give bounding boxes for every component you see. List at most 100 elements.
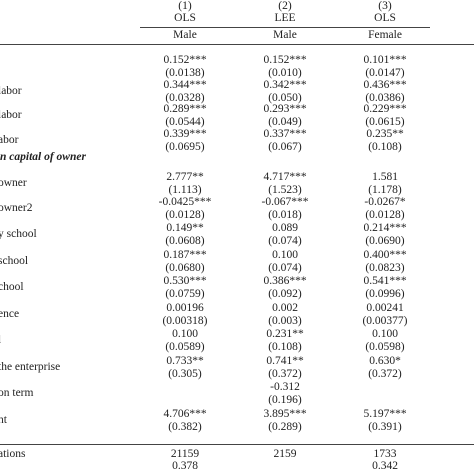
coefficient: 0.100 (272, 248, 298, 261)
footer-value: 1733 (373, 448, 397, 460)
coefficient: 0.530*** (163, 275, 207, 287)
standard-error: (1.178) (368, 184, 402, 196)
row-label: labor (0, 84, 22, 97)
standard-error: (0.0759) (165, 288, 205, 300)
rule (0, 44, 474, 45)
standard-error: (1.113) (168, 184, 202, 196)
standard-error: (0.0138) (165, 67, 205, 79)
coefficient: 0.100 (372, 328, 398, 340)
row-label: school (0, 254, 29, 267)
coefficient: 0.149** (166, 222, 204, 234)
row-label: l (0, 334, 1, 346)
column-sample: Male (273, 29, 297, 41)
row-label: owner (0, 177, 27, 189)
footer-value: 2159 (273, 448, 297, 460)
standard-error: (0.0615) (365, 116, 405, 128)
standard-error: (0.0328) (165, 91, 205, 104)
coefficient: 0.400*** (363, 248, 407, 261)
standard-error: (0.391) (368, 420, 402, 433)
standard-error: (0.0386) (365, 91, 405, 104)
coefficient: 0.235** (366, 127, 404, 140)
standard-error: (0.049) (268, 116, 302, 128)
standard-error: (0.0128) (165, 208, 205, 221)
standard-error: (0.108) (368, 140, 402, 153)
coefficient: -0.0267* (364, 195, 406, 208)
standard-error: (0.0147) (365, 67, 405, 79)
coefficient: 0.152*** (163, 54, 207, 66)
footer-value: 21159 (170, 448, 200, 460)
standard-error: (0.00377) (362, 314, 408, 327)
coefficient: 0.630* (369, 354, 401, 367)
coefficient: 0.002 (272, 301, 298, 314)
coefficient: 0.187*** (163, 248, 207, 261)
coefficient: 0.100 (172, 328, 198, 340)
coefficient: -0.0425*** (158, 195, 212, 208)
coefficient: 4.717*** (263, 171, 307, 183)
standard-error: (0.382) (168, 420, 202, 433)
column-number: (2) (278, 0, 292, 12)
standard-error: (0.018) (268, 208, 302, 221)
coefficient: 5.197*** (363, 407, 407, 420)
column-number: (3) (378, 0, 392, 12)
column-sample: Male (173, 29, 197, 41)
standard-error: (0.0544) (165, 116, 205, 128)
standard-error: (0.0690) (365, 235, 405, 247)
coefficient: 1.581 (372, 171, 398, 183)
standard-error: (0.372) (268, 367, 302, 380)
row-label: nt (0, 413, 7, 426)
standard-error: (0.108) (268, 341, 302, 353)
coefficient: -0.067*** (261, 195, 309, 208)
coefficient: 0.337*** (263, 127, 307, 140)
coefficient: 0.541*** (363, 275, 407, 287)
standard-error: (0.0598) (365, 341, 405, 353)
coefficient: 0.741** (266, 354, 304, 367)
coefficient: 2.777** (166, 171, 204, 183)
coefficient: 0.339*** (163, 127, 207, 140)
standard-error: (0.0823) (365, 261, 405, 274)
rule (0, 444, 474, 445)
standard-error: (0.074) (268, 261, 302, 274)
standard-error: (0.003) (268, 314, 302, 327)
standard-error: (1.523) (268, 184, 302, 196)
standard-error: (0.010) (268, 67, 302, 79)
coefficient: 4.706*** (163, 407, 207, 420)
standard-error: (0.0608) (165, 235, 205, 247)
row-label: y school (0, 228, 37, 240)
coefficient: 0.342*** (263, 78, 307, 91)
coefficient: 0.101*** (363, 54, 407, 66)
column-number: (1) (178, 0, 192, 12)
coefficient: 0.344*** (163, 78, 207, 91)
standard-error: (0.067) (268, 140, 302, 153)
coefficient: 0.00241 (366, 301, 404, 314)
rule (140, 27, 430, 28)
standard-error: (0.289) (268, 420, 302, 433)
row-label: the enterprise (0, 360, 61, 373)
coefficient: 3.895*** (263, 407, 307, 420)
row-label: owner2 (0, 201, 33, 214)
standard-error: (0.050) (268, 91, 302, 104)
footer-value: 0.342 (372, 460, 398, 472)
coefficient: 0.214*** (363, 222, 407, 234)
row-label: chool (0, 281, 24, 293)
coefficient: 0.231** (266, 328, 304, 340)
standard-error: (0.092) (268, 288, 302, 300)
column-method: LEE (274, 12, 296, 24)
footer-label: ations (0, 448, 26, 460)
section-label: n capital of owner (0, 151, 86, 163)
standard-error: (0.00318) (162, 314, 208, 327)
column-method: OLS (174, 12, 196, 24)
footer-value: 0.378 (172, 460, 198, 472)
coefficient: 0.089 (272, 222, 298, 234)
standard-error: (0.372) (368, 367, 402, 380)
column-method: OLS (374, 12, 396, 24)
standard-error: (0.074) (268, 235, 302, 247)
coefficient: 0.152*** (263, 54, 307, 66)
coefficient: 0.293*** (263, 103, 307, 115)
standard-error: (0.0589) (165, 341, 205, 353)
coefficient: 0.386*** (263, 275, 307, 287)
row-label: ence (0, 307, 20, 320)
standard-error: (0.0695) (165, 140, 205, 153)
coefficient: 0.436*** (363, 78, 407, 91)
column-sample: Female (368, 29, 402, 41)
